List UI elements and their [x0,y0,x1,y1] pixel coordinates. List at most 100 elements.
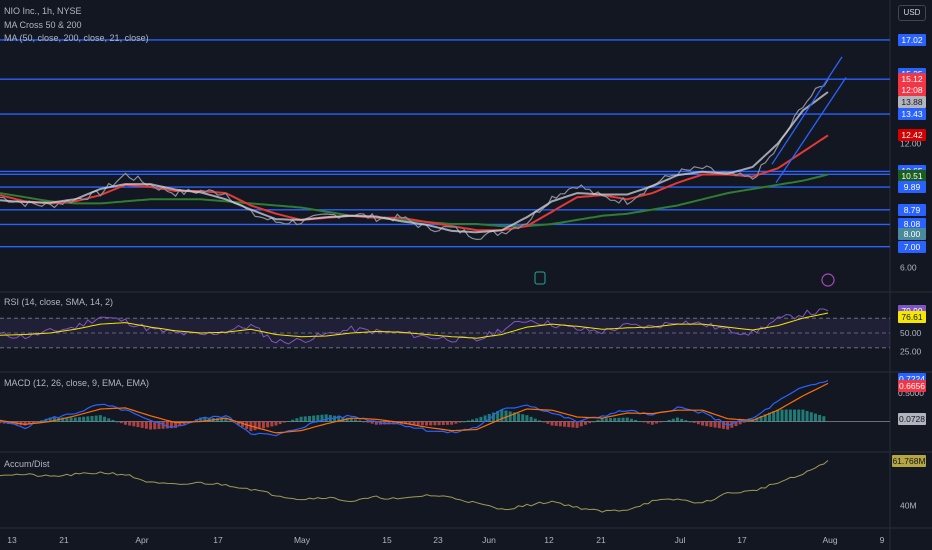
macd-histogram-bar [52,417,56,422]
macd-histogram-bar [617,417,621,422]
series-macd-signal [0,382,829,434]
macd-label[interactable]: MACD (12, 26, close, 9, EMA, EMA) [4,378,150,388]
series-accum-dist [0,460,829,513]
macd-histogram-bar [395,421,399,425]
macd-histogram-bar [299,416,303,422]
macd-histogram-bar [86,416,90,422]
macd-histogram-bar [307,415,311,422]
macd-histogram-bar [23,421,27,426]
macd-badge: 0.6656 [898,380,926,393]
macd-histogram-bar [65,417,69,422]
macd-histogram-bar [483,415,487,422]
x-axis-tick: Apr [135,535,148,545]
macd-histogram-bar [609,418,613,422]
macd-histogram-bar [504,410,508,422]
macd-histogram-bar [270,421,274,427]
macd-histogram-bar [174,421,178,428]
macd-histogram-bar [521,414,525,422]
macd-histogram-bar [144,421,148,429]
macd-histogram-bar [491,412,495,422]
macd-histogram-bar [236,421,240,425]
macd-histogram-bar [747,420,751,422]
macd-histogram-bar [813,413,817,422]
price-badge: 13.43 [898,108,926,120]
macd-histogram-bar [445,421,449,425]
macd-histogram-bar [721,421,725,429]
macd-histogram-bar [458,421,462,423]
macd-histogram-bar [717,421,721,429]
trend-channel-lower [775,77,847,184]
macd-histogram-bar [316,415,320,422]
macd-histogram-bar [44,418,48,422]
macd-histogram-bar [696,421,700,425]
macd-histogram-bar [178,421,182,427]
macd-histogram-bar [680,418,684,422]
macd-histogram-bar [169,421,173,429]
x-axis-tick: Aug [822,535,837,545]
price-badge: 17.02 [898,34,926,46]
macd-histogram-bar [257,421,261,430]
macd-histogram-bar [312,415,316,422]
macd-histogram-bar [31,421,35,423]
macd-histogram-bar [282,421,286,423]
price-badge: 8.00 [898,228,926,241]
macd-histogram-bar [604,418,608,422]
macd-histogram-bar [349,418,353,422]
macd-histogram-bar [579,421,583,427]
macd-histogram-bar [0,421,2,424]
macd-histogram-bar [546,421,550,424]
trend-channel-upper [771,56,843,165]
macd-histogram-bar [600,418,604,422]
rsi-badge: 76.61 [898,310,926,323]
macd-histogram-bar [370,421,374,424]
rsi-label[interactable]: RSI (14, close, SMA, 14, 2) [4,297,114,307]
price-badge: 15.12 [898,73,926,86]
accum-dist-label[interactable]: Accum/Dist [4,459,50,469]
macd-histogram-bar [713,421,717,428]
macd-histogram-bar [634,419,638,422]
macd-histogram-bar [153,421,157,430]
macd-histogram-bar [73,417,77,422]
macd-histogram-bar [684,420,688,422]
macd-histogram-bar [420,421,424,426]
macd-histogram-bar [261,421,265,429]
currency-button[interactable]: USD [898,5,926,21]
macd-histogram-bar [613,417,617,422]
macd-histogram-bar [94,415,98,422]
price-axis-tick: 6.00 [900,262,917,272]
macd-histogram-bar [224,418,228,422]
indicator-ma-cross-label[interactable]: MA Cross 50 & 200 [4,20,82,30]
indicator-ma-label[interactable]: MA (50, close, 200, close, 21, close) [4,33,149,43]
macd-histogram-bar [629,418,633,422]
macd-histogram-bar [675,417,679,422]
macd-histogram-bar [742,421,746,423]
macd-histogram-bar [324,414,328,422]
macd-badge: 0.0728 [898,412,926,425]
macd-histogram-bar [48,417,52,422]
macd-histogram-bar [111,419,115,422]
macd-histogram-bar [801,409,805,422]
macd-histogram-bar [128,421,132,426]
series-ma-cross-200 [0,173,829,228]
macd-histogram-bar [278,421,282,425]
macd-histogram-bar [107,418,111,422]
macd-histogram-bar [374,421,378,425]
macd-histogram-bar [90,415,94,422]
x-axis-tick: Jun [482,535,496,545]
macd-histogram-bar [341,417,345,422]
macd-histogram-bar [362,421,366,423]
macd-histogram-bar [358,420,362,422]
macd-histogram-bar [788,409,792,422]
macd-histogram-bar [659,421,663,423]
macd-histogram-bar [550,421,554,426]
macd-histogram-bar [203,417,207,422]
macd-histogram-bar [525,415,529,422]
chart-title: NIO Inc., 1h, NYSE [4,6,82,16]
macd-histogram-bar [220,418,224,422]
macd-histogram-bar [119,421,123,424]
macd-histogram-bar [701,421,705,426]
x-axis-tick: 21 [59,535,69,545]
x-axis-tick: 12 [544,535,554,545]
